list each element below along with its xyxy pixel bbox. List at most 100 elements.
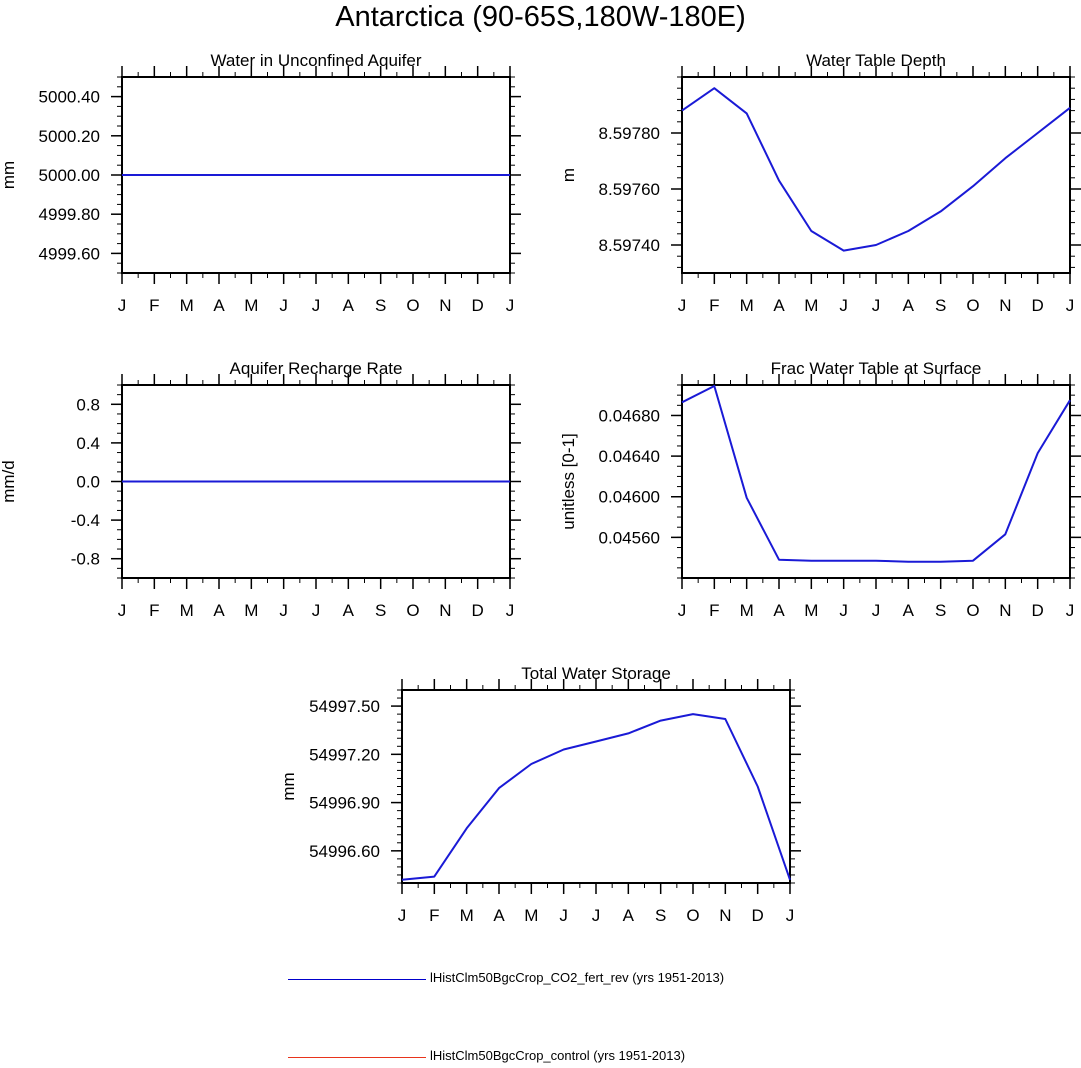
y-tick-label: 0.04600: [599, 488, 660, 507]
x-tick-label: S: [375, 296, 386, 315]
x-tick-label: J: [839, 601, 848, 620]
x-tick-label: M: [244, 296, 258, 315]
y-tick-label: 0.8: [76, 395, 100, 414]
x-tick-label: O: [966, 601, 979, 620]
x-tick-label: A: [213, 601, 225, 620]
legend-label-co2-fert-rev: lHistClm50BgcCrop_CO2_fert_rev (yrs 1951…: [430, 970, 724, 985]
x-tick-label: J: [872, 601, 881, 620]
y-tick-label: 5000.20: [39, 127, 100, 146]
x-tick-label: J: [678, 601, 687, 620]
y-tick-label: 4999.60: [39, 244, 100, 263]
x-tick-label: M: [460, 906, 474, 925]
plot-frame: [682, 77, 1070, 273]
x-tick-label: A: [903, 601, 915, 620]
y-tick-label: -0.8: [71, 550, 100, 569]
x-tick-label: J: [279, 601, 288, 620]
x-tick-label: A: [343, 601, 355, 620]
x-tick-label: J: [506, 296, 515, 315]
x-tick-label: J: [312, 601, 321, 620]
x-tick-label: J: [1066, 296, 1075, 315]
x-tick-label: O: [406, 601, 419, 620]
x-tick-label: D: [1032, 601, 1044, 620]
y-tick-label: 5000.00: [39, 166, 100, 185]
x-tick-label: M: [180, 601, 194, 620]
x-tick-label: A: [903, 296, 915, 315]
legend-swatch-co2-fert-rev: [288, 979, 426, 980]
y-tick-label: 54997.20: [309, 745, 380, 764]
y-tick-label: 8.59760: [599, 180, 660, 199]
x-tick-label: J: [559, 906, 568, 925]
y-tick-label: 0.04640: [599, 447, 660, 466]
y-tick-label: 54997.50: [309, 697, 380, 716]
plot-frame: [682, 385, 1070, 578]
x-tick-label: N: [439, 601, 451, 620]
x-tick-label: S: [655, 906, 666, 925]
y-tick-label: 54996.90: [309, 794, 380, 813]
y-tick-label: 54996.60: [309, 842, 380, 861]
x-tick-label: D: [1032, 296, 1044, 315]
x-tick-label: A: [493, 906, 505, 925]
x-tick-label: J: [872, 296, 881, 315]
x-tick-label: A: [213, 296, 225, 315]
x-tick-label: A: [623, 906, 635, 925]
x-tick-label: F: [709, 296, 719, 315]
x-tick-label: A: [773, 601, 785, 620]
x-tick-label: J: [678, 296, 687, 315]
series-line: [402, 714, 790, 880]
x-tick-label: N: [719, 906, 731, 925]
x-tick-label: F: [429, 906, 439, 925]
x-tick-label: N: [999, 296, 1011, 315]
x-tick-label: M: [180, 296, 194, 315]
y-tick-label: 5000.40: [39, 88, 100, 107]
x-tick-label: D: [472, 601, 484, 620]
x-tick-label: O: [686, 906, 699, 925]
y-tick-label: 0.04680: [599, 406, 660, 425]
x-tick-label: A: [343, 296, 355, 315]
y-tick-label: 0.4: [76, 434, 100, 453]
x-tick-label: J: [839, 296, 848, 315]
x-tick-label: J: [398, 906, 407, 925]
y-tick-label: 8.59740: [599, 236, 660, 255]
x-tick-label: D: [752, 906, 764, 925]
y-tick-label: 4999.80: [39, 205, 100, 224]
x-tick-label: M: [244, 601, 258, 620]
x-tick-label: J: [118, 601, 127, 620]
x-tick-label: N: [999, 601, 1011, 620]
x-tick-label: J: [312, 296, 321, 315]
y-axis-label: unitless [0-1]: [559, 433, 578, 529]
x-tick-label: J: [786, 906, 795, 925]
x-tick-label: S: [935, 296, 946, 315]
series-line: [682, 386, 1070, 562]
series-line: [682, 88, 1070, 250]
x-tick-label: D: [472, 296, 484, 315]
y-axis-label: mm/d: [0, 460, 18, 503]
y-tick-label: -0.4: [71, 511, 100, 530]
x-tick-label: J: [1066, 601, 1075, 620]
x-tick-label: M: [524, 906, 538, 925]
legend-label-control: lHistClm50BgcCrop_control (yrs 1951-2013…: [430, 1048, 685, 1063]
x-tick-label: J: [506, 601, 515, 620]
x-tick-label: F: [149, 601, 159, 620]
x-tick-label: N: [439, 296, 451, 315]
y-tick-label: 0.0: [76, 473, 100, 492]
y-tick-label: 0.04560: [599, 528, 660, 547]
y-axis-label: m: [559, 168, 578, 182]
x-tick-label: M: [804, 296, 818, 315]
x-tick-label: F: [149, 296, 159, 315]
y-axis-label: mm: [0, 161, 18, 189]
x-tick-label: M: [740, 601, 754, 620]
y-axis-label: mm: [279, 772, 298, 800]
x-tick-label: O: [406, 296, 419, 315]
x-tick-label: M: [804, 601, 818, 620]
x-tick-label: J: [118, 296, 127, 315]
x-tick-label: S: [935, 601, 946, 620]
x-tick-label: A: [773, 296, 785, 315]
x-tick-label: S: [375, 601, 386, 620]
x-tick-label: J: [279, 296, 288, 315]
y-tick-label: 8.59780: [599, 124, 660, 143]
